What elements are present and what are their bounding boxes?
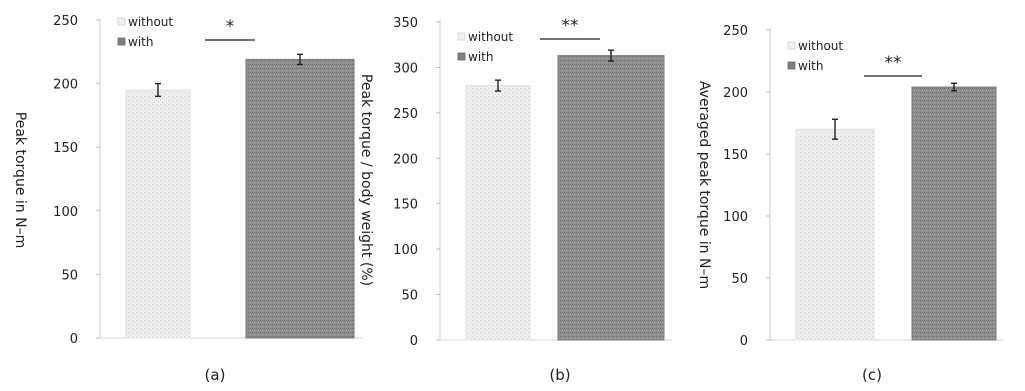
panel-c-y-axis-label: Averaged peak torque in N–m (696, 81, 712, 289)
panel-a-legend-swatch-with (117, 37, 126, 46)
panel-c-legend-label-without: without (798, 39, 843, 53)
panel-c-y-tick-label: 200 (723, 86, 748, 101)
panel-a-bar-with (245, 58, 355, 339)
panel-a-legend-swatch-without (117, 17, 126, 26)
panel-c-y-tick-label: 0 (740, 334, 748, 349)
panel-c-label: (c) (862, 366, 882, 384)
panel-c-y-tick-label: 250 (723, 24, 748, 39)
panel-a-legend-label-with: with (128, 35, 153, 49)
panel-a-bar-without (125, 89, 191, 339)
panel-a-label: (a) (205, 366, 226, 384)
panel-b-y-axis-label: Peak torque / body weight (%) (358, 74, 374, 286)
panel-a-y-tick-label: 200 (53, 78, 78, 93)
panel-b-y-tick-label: 200 (393, 152, 418, 167)
panel-b-bar-without (465, 85, 531, 341)
panel-c-y-tick-label: 150 (723, 148, 748, 163)
panel-a-y-tick-label: 250 (53, 14, 78, 29)
panel-c-legend-label-with: with (798, 59, 823, 73)
panel-b-y-tick-label: 150 (393, 198, 418, 213)
panel-b-significance-marker: ** (562, 16, 579, 36)
panel-c-bar-without (795, 128, 875, 341)
panel-b-legend-swatch-without (457, 32, 466, 41)
panel-b-y-tick-label: 250 (393, 107, 418, 122)
panel-a-significance-marker: * (226, 17, 235, 37)
panel-a-y-tick-label: 50 (61, 268, 78, 283)
panel-c-y-tick-label: 100 (723, 210, 748, 225)
panel-a-legend-label-without: without (128, 15, 173, 29)
panel-c-bar-with (911, 86, 997, 341)
panel-b-y-tick-label: 0 (410, 334, 418, 349)
panel-a-y-tick-label: 0 (70, 332, 78, 347)
panel-c-legend-swatch-with (787, 61, 796, 70)
panel-a-y-tick-label: 100 (53, 205, 78, 220)
panel-b-y-tick-label: 350 (393, 16, 418, 31)
panel-b-y-tick-label: 100 (393, 243, 418, 258)
panel-b-y-tick-label: 50 (401, 289, 418, 304)
panel-a-y-tick-label: 150 (53, 141, 78, 156)
panel-b-legend-swatch-with (457, 52, 466, 61)
panel-b-legend-label-without: without (468, 30, 513, 44)
panel-c-significance-marker: ** (885, 53, 902, 73)
panel-b-y-tick-label: 300 (393, 61, 418, 76)
panel-a-y-axis-label: Peak torque in N–m (12, 112, 28, 248)
panel-b-legend-label-with: with (468, 50, 493, 64)
panel-b-bar-with (557, 55, 665, 341)
panel-c-legend-swatch-without (787, 41, 796, 50)
panel-b-label: (b) (549, 366, 570, 384)
panel-c-y-tick-label: 50 (731, 272, 748, 287)
